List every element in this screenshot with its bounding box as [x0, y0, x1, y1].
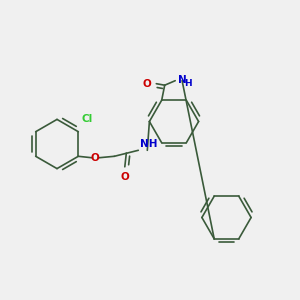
Text: H: H	[184, 79, 192, 88]
Text: Cl: Cl	[81, 114, 93, 124]
Text: NH: NH	[140, 139, 157, 149]
Text: O: O	[120, 172, 129, 182]
Text: O: O	[142, 79, 151, 89]
Text: N: N	[178, 75, 187, 85]
Text: O: O	[90, 153, 99, 163]
